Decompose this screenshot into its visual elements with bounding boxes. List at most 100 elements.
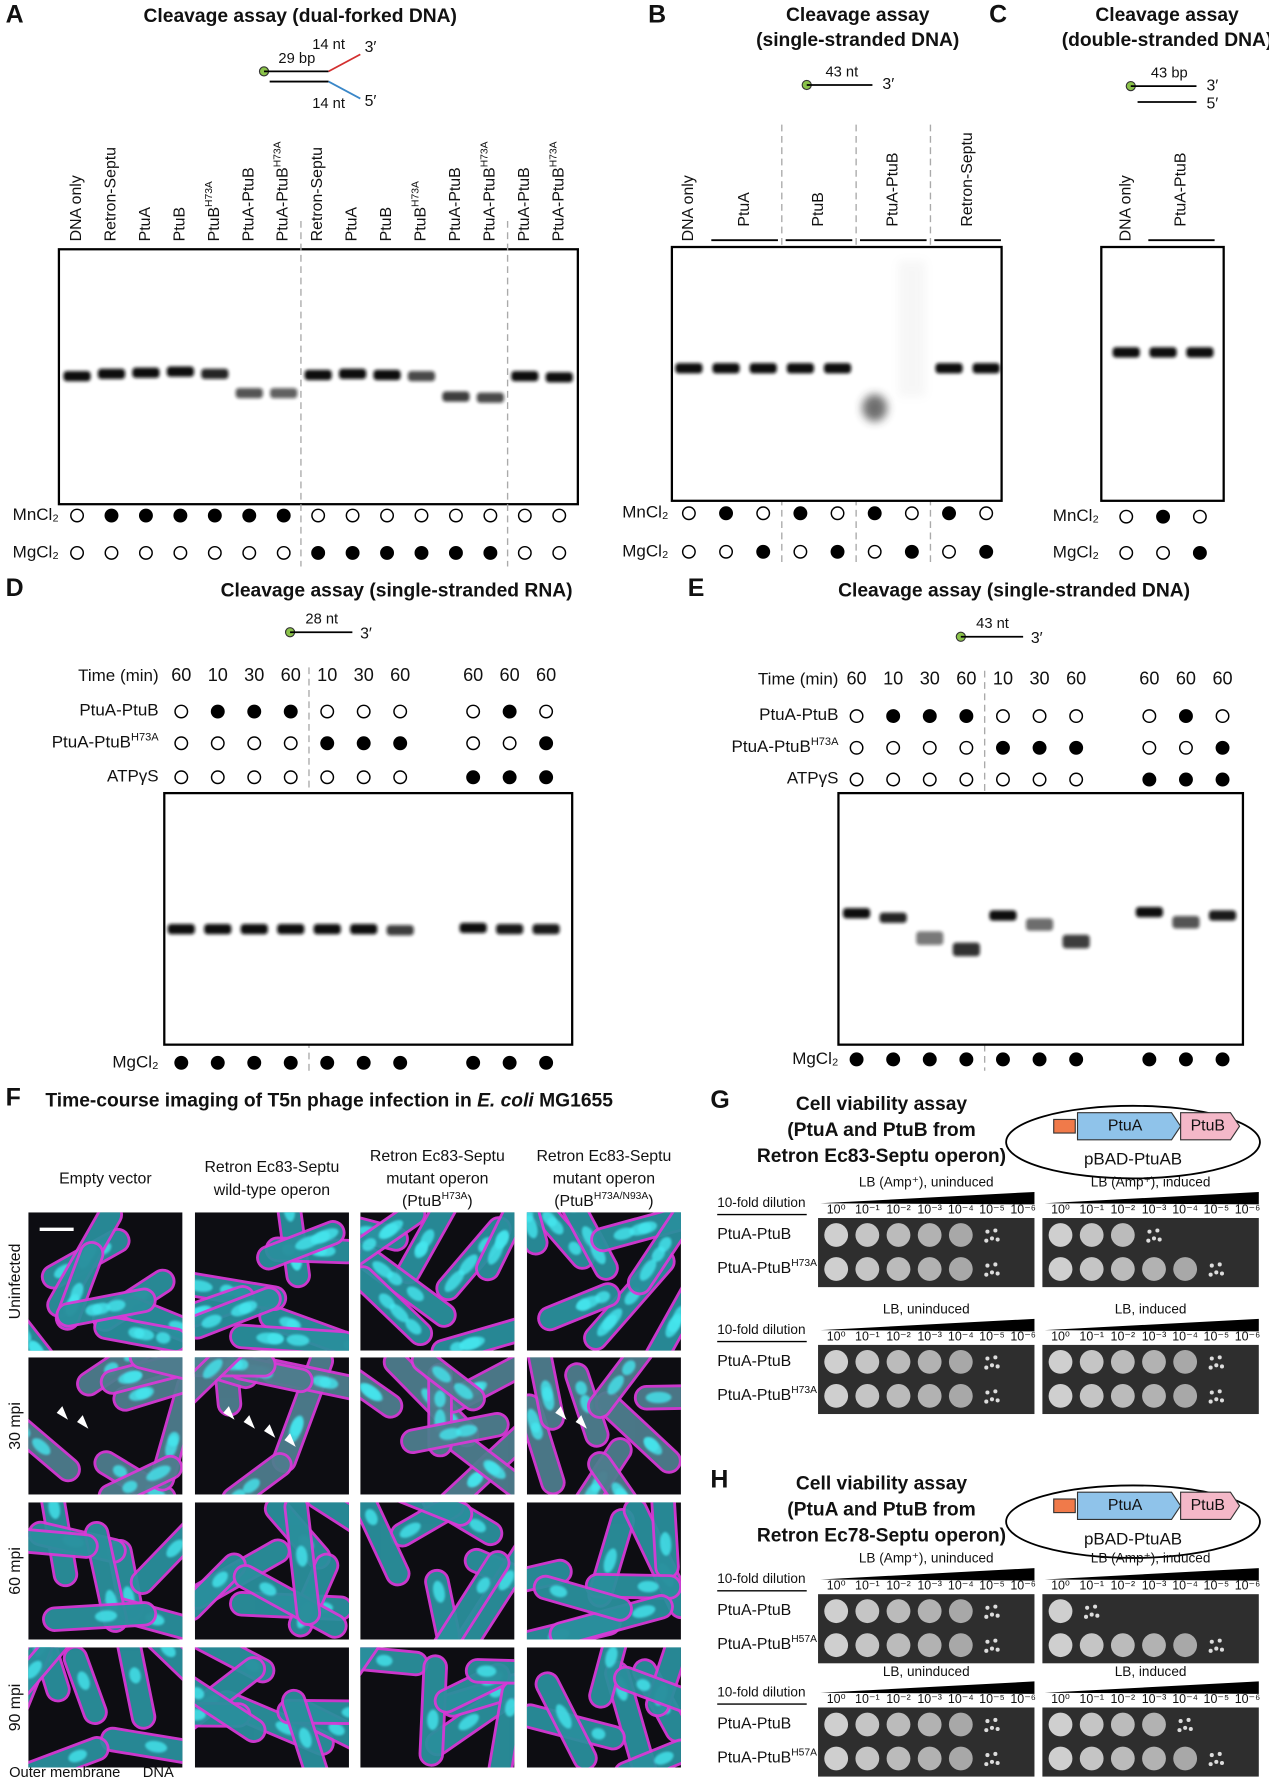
cell-dna <box>145 1740 168 1753</box>
condition-dot <box>539 1055 554 1070</box>
cell <box>360 1359 404 1419</box>
colony <box>1214 1363 1219 1368</box>
spot <box>855 1633 880 1658</box>
condition-dot <box>942 506 956 521</box>
gel <box>1100 245 1225 502</box>
dilution-label: 10-fold dilution <box>717 1195 805 1210</box>
dilution-tick: 10⁻⁵ <box>1204 1329 1230 1343</box>
strain-label: PtuA-PtuB <box>717 1716 791 1733</box>
gel-band <box>270 388 298 399</box>
gel-band <box>240 923 268 935</box>
spot <box>1048 1223 1073 1247</box>
condition-dot <box>345 508 360 523</box>
condition-dot <box>276 545 291 560</box>
cell <box>594 1390 681 1474</box>
condition-dot <box>242 545 257 560</box>
colony <box>1146 1238 1151 1243</box>
condition-dot <box>867 506 882 521</box>
time-value: 60 <box>1139 669 1159 689</box>
colony <box>985 1229 990 1234</box>
condition-dot <box>320 1055 335 1070</box>
dilution-tick: 10⁰ <box>827 1202 846 1216</box>
strain-label: PtuA-PtuB <box>717 1226 791 1243</box>
cell <box>28 1524 99 1559</box>
dilution-tick: 10⁰ <box>1051 1579 1070 1593</box>
spot <box>1048 1384 1073 1408</box>
colony <box>1214 1270 1219 1275</box>
colony <box>1151 1236 1157 1241</box>
time-value: 60 <box>1212 669 1232 689</box>
colony <box>995 1271 1000 1276</box>
condition-dot <box>247 704 262 719</box>
cell <box>475 1212 515 1282</box>
time-value: 60 <box>390 665 410 685</box>
cell-dna <box>405 1318 422 1335</box>
cell-dna <box>665 1316 681 1338</box>
condition-dot <box>173 508 188 523</box>
colony <box>1217 1355 1222 1360</box>
dilution-tick: 10⁻¹ <box>1079 1692 1104 1706</box>
condition-dot <box>380 508 395 523</box>
gel-band <box>167 923 195 935</box>
cell-dna <box>643 1437 663 1455</box>
legend-label: Outer membrane <box>9 1765 120 1780</box>
colony <box>989 1725 995 1730</box>
cell-dna <box>659 1532 672 1556</box>
dilution-tick: 10⁻⁴ <box>948 1329 974 1343</box>
colony <box>1219 1271 1225 1276</box>
lane-label-part: PtuA-PtuB <box>447 167 464 241</box>
dilution-tick: 10⁻⁵ <box>1204 1692 1230 1706</box>
condition-dot <box>830 506 845 521</box>
cell <box>194 1671 267 1743</box>
cell-body <box>584 1572 681 1600</box>
micrograph <box>28 1647 183 1768</box>
label: 43 nt <box>825 64 858 80</box>
dilution-tick: 10⁻⁴ <box>1172 1329 1198 1343</box>
colony <box>1217 1389 1222 1394</box>
condition-dot <box>502 1055 517 1070</box>
spot <box>1142 1746 1166 1771</box>
condition-dot <box>210 1055 225 1070</box>
colony <box>1209 1753 1214 1758</box>
panel-title: Cleavage assay (single-stranded RNA) <box>221 581 573 602</box>
colony <box>1208 1648 1213 1653</box>
spot <box>855 1350 880 1374</box>
lane-label: PtuA-PtuBH73A <box>480 141 499 241</box>
colony <box>1208 1762 1213 1767</box>
cell-body <box>613 1738 681 1768</box>
colony <box>995 1364 1000 1369</box>
condition-dot <box>995 709 1010 724</box>
colony <box>1219 1398 1225 1403</box>
column-header: Empty vector <box>59 1171 152 1188</box>
spot <box>824 1384 849 1408</box>
gel-band <box>749 363 777 374</box>
condition-dot <box>1192 509 1207 524</box>
label: 3′ <box>882 76 894 93</box>
column-header-part: mutant operon <box>553 1171 655 1188</box>
lane-label-part: PtuA-PtuB <box>275 167 292 241</box>
spot <box>948 1350 973 1374</box>
dilution-label: 10-fold dilution <box>717 1322 805 1337</box>
condition-dot <box>886 709 901 724</box>
time-value: 60 <box>1066 669 1086 689</box>
cell-dna <box>212 1571 228 1588</box>
cell-dna <box>469 1518 486 1533</box>
spot <box>1079 1257 1104 1281</box>
cell-dna <box>365 1509 378 1526</box>
lane-label: DNA only <box>680 175 697 241</box>
condition-dot <box>70 508 85 523</box>
cell-body <box>360 1502 411 1587</box>
colony <box>1208 1399 1213 1404</box>
arrowhead <box>555 1406 567 1420</box>
gene-label: PtuA <box>1108 1117 1143 1134</box>
cell <box>586 1357 677 1419</box>
dilution-tick: 10⁻⁵ <box>979 1329 1005 1343</box>
cell-dna <box>637 1580 659 1593</box>
condition-label: MnCl₂ <box>13 505 59 524</box>
cell <box>194 1357 247 1427</box>
cell-dna <box>399 1522 421 1538</box>
condition-dot <box>242 508 257 523</box>
condition-dot <box>345 545 360 560</box>
cell-dna <box>686 1391 704 1403</box>
column-header: Retron Ec83-Septu <box>370 1148 505 1165</box>
